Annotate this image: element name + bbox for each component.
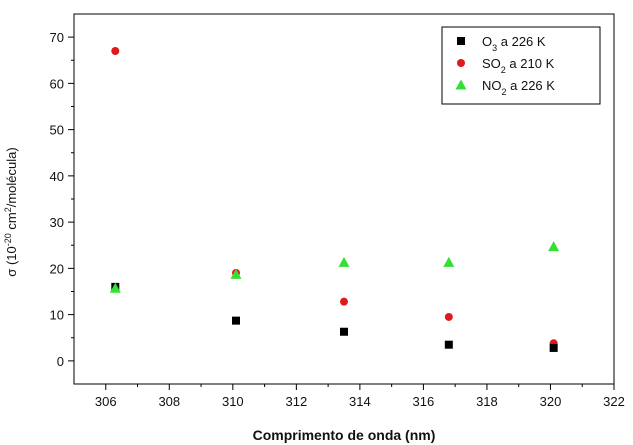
legend-marker-circle [457,59,465,67]
y-axis-title-base: σ (10 [4,246,19,276]
y-tick-label: 60 [50,76,64,91]
legend-entry: NO2 a 226 K [482,78,555,97]
y-axis-title-end: /molécula) [4,147,19,207]
data-point-triangle [548,241,560,252]
y-axis-title-exp2: 2 [3,207,13,212]
x-tick-label: 308 [158,394,180,409]
x-tick-label: 316 [413,394,435,409]
legend-marker-triangle [455,79,467,90]
y-tick-label: 10 [50,308,64,323]
legend-entry: O3 a 226 K [482,34,546,53]
x-tick-label: 306 [95,394,117,409]
data-point-circle [111,47,120,55]
x-tick-label: 314 [349,394,371,409]
x-tick-label: 320 [540,394,562,409]
y-axis-title-exp1: -20 [3,233,13,246]
y-tick-label: 40 [50,169,64,184]
plot-frame [73,13,615,385]
data-point-square [232,316,240,325]
y-tick-label: 20 [50,261,64,276]
data-point-square [444,340,453,349]
legend-marker-square [457,37,465,45]
x-tick-label: 318 [476,394,498,409]
y-tick-label: 0 [57,354,64,369]
x-axis-title: Comprimento de onda (nm) [253,427,436,443]
y-tick-label: 70 [50,30,64,45]
x-tick-label: 312 [286,394,308,409]
data-point-triangle [109,282,121,293]
legend-entry: SO2 a 210 K [482,56,555,75]
x-tick-label: 310 [222,394,244,409]
data-point-triangle [338,256,350,267]
data-point-triangle [230,268,242,279]
legend-box [441,26,601,105]
legend: O3 a 226 K SO2 a 210 K NO2 a 226 K [441,26,601,105]
y-tick-label: 50 [50,123,64,138]
data-point-square [340,327,348,336]
y-axis-title-mid: cm [4,212,19,233]
y-tick-label: 30 [50,215,64,230]
data-point-triangle [443,256,455,267]
data-point-square [549,343,558,352]
x-tick-label: 322 [603,394,625,409]
data-point-circle [340,297,348,306]
y-axis-title: σ (10-20 cm2/molécula) [3,147,19,276]
data-point-circle [444,312,453,321]
